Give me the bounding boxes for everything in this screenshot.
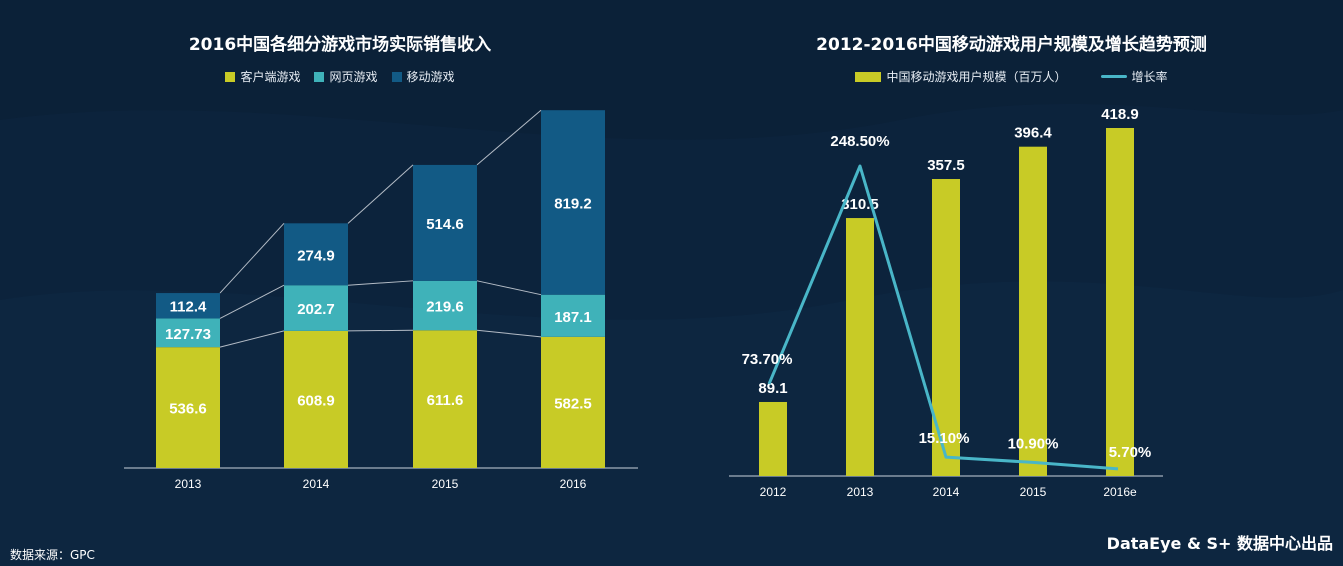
growth-rate-label: 5.70% xyxy=(1109,444,1152,461)
x-tick-label-right: 2012 xyxy=(760,485,787,499)
left-chart-plot: 536.6 127.73 112.4 2013 608.9 202.7 274.9 2014 6… xyxy=(124,109,638,491)
bar-segment-2-2014 xyxy=(284,223,348,286)
data-label-2-2016: 819.2 xyxy=(554,195,592,212)
bar-segment-2-2013 xyxy=(156,293,220,319)
connector-line xyxy=(219,284,285,319)
legend-label-growth: 增长率 xyxy=(1131,70,1168,84)
x-tick-label-right: 2016e xyxy=(1103,485,1137,499)
bar-segment-1-2014 xyxy=(284,285,348,331)
data-label-2-2013: 112.4 xyxy=(170,299,207,316)
data-label-1-2016: 187.1 xyxy=(554,309,592,326)
legend-label-mobile: 移动游戏 xyxy=(406,70,455,84)
bar-segment-0-2015 xyxy=(413,330,477,468)
connector-line xyxy=(476,280,542,296)
user-bar-label: 396.4 xyxy=(1014,125,1052,142)
bar-segment-1-2015 xyxy=(413,280,477,331)
growth-rate-label: 73.70% xyxy=(742,351,793,368)
stacked-revenue-chart: 2016中国各细分游戏市场实际销售收入 客户端游戏 网页游戏 移动游戏 536.… xyxy=(0,0,680,520)
right-chart-plot: 89.12012310.52013357.52014396.42015418.9… xyxy=(729,106,1163,499)
legend-item-client: 客户端游戏 xyxy=(225,68,300,85)
connector-line xyxy=(347,280,414,286)
data-label-0-2015: 611.6 xyxy=(427,392,464,409)
bar-segment-2-2016 xyxy=(541,110,605,295)
data-label-0-2016: 582.5 xyxy=(554,395,592,412)
data-label-0-2014: 608.9 xyxy=(297,392,335,409)
legend-swatch-client xyxy=(225,71,236,82)
left-chart-legend: 客户端游戏 网页游戏 移动游戏 xyxy=(0,68,680,85)
legend-item-web: 网页游戏 xyxy=(314,68,378,85)
connector-line xyxy=(219,222,285,294)
data-label-1-2013: 127.73 xyxy=(165,326,211,343)
connector-line xyxy=(347,164,414,224)
user-bar-2012 xyxy=(759,401,787,476)
growth-rate-line xyxy=(767,164,1119,471)
user-bar-2015 xyxy=(1019,146,1047,476)
bar-segment-0-2014 xyxy=(284,330,348,468)
x-tick-label: 2016 xyxy=(560,477,587,491)
data-label-2-2014: 274.9 xyxy=(297,247,335,264)
right-chart-legend: 中国移动游戏用户规模（百万人） 增长率 xyxy=(680,68,1343,85)
x-tick-label: 2015 xyxy=(432,477,459,491)
connector-line xyxy=(476,109,542,166)
x-tick-label-right: 2014 xyxy=(933,485,960,499)
left-chart-title: 2016中国各细分游戏市场实际销售收入 xyxy=(188,35,492,55)
legend-swatch-users xyxy=(855,71,882,82)
connector-line xyxy=(219,330,285,348)
user-bar-label: 418.9 xyxy=(1101,106,1139,123)
legend-swatch-mobile xyxy=(391,71,402,82)
connector-line xyxy=(347,329,414,332)
growth-rate-label: 10.90% xyxy=(1008,435,1059,452)
growth-rate-label: 15.10% xyxy=(919,430,970,447)
data-label-2-2015: 514.6 xyxy=(426,216,464,233)
x-tick-label-right: 2015 xyxy=(1020,485,1047,499)
legend-item-growth: 增长率 xyxy=(1100,68,1168,85)
bar-segment-2-2015 xyxy=(413,164,477,281)
bar-segment-1-2013 xyxy=(156,318,220,348)
data-label-1-2014: 202.7 xyxy=(297,301,335,318)
x-tick-label: 2013 xyxy=(175,477,202,491)
legend-item-users: 中国移动游戏用户规模（百万人） xyxy=(855,68,1067,85)
legend-label-client: 客户端游戏 xyxy=(240,70,301,84)
mobile-users-chart: 2012-2016中国移动游戏用户规模及增长趋势预测 中国移动游戏用户规模（百万… xyxy=(680,0,1343,520)
x-tick-label: 2014 xyxy=(303,477,330,491)
legend-label-web: 网页游戏 xyxy=(329,70,378,84)
user-bar-label: 357.5 xyxy=(927,157,965,174)
legend-item-mobile: 移动游戏 xyxy=(391,68,455,85)
data-label-1-2015: 219.6 xyxy=(426,299,464,316)
legend-swatch-web xyxy=(314,71,325,82)
growth-rate-label: 248.50% xyxy=(830,133,889,150)
bar-segment-0-2013 xyxy=(156,347,220,468)
user-bar-2013 xyxy=(846,218,874,477)
legend-label-users: 中国移动游戏用户规模（百万人） xyxy=(886,70,1067,84)
connector-line xyxy=(476,329,542,338)
data-source: 数据来源：GPC xyxy=(10,548,95,562)
legend-swatch-growth xyxy=(1100,75,1127,78)
right-chart-title: 2012-2016中国移动游戏用户规模及增长趋势预测 xyxy=(816,35,1207,55)
x-tick-label-right: 2013 xyxy=(847,485,874,499)
user-bar-label: 89.1 xyxy=(758,380,787,397)
bar-segment-0-2016 xyxy=(541,336,605,468)
bar-segment-1-2016 xyxy=(541,294,605,337)
data-label-0-2013: 536.6 xyxy=(169,401,207,418)
brand-credit: DataEye & S+ 数据中心出品 xyxy=(1106,534,1333,553)
user-bar-2016e xyxy=(1106,128,1134,476)
